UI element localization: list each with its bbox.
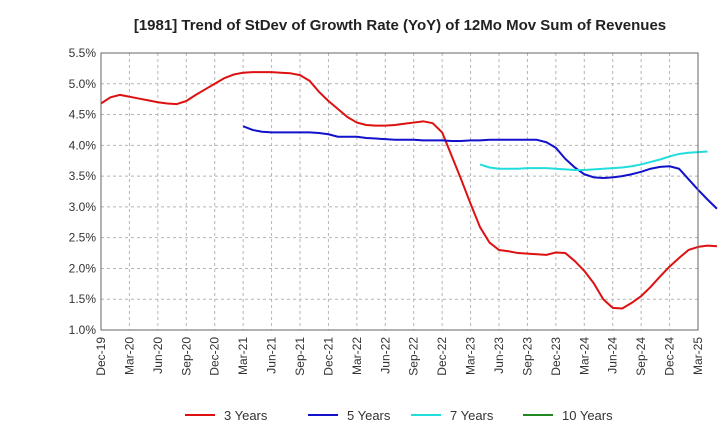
x-tick-label: Sep-23 [520,337,534,376]
grid-layer [100,52,699,331]
series-line-5-years [242,125,718,210]
x-tick-label: Sep-20 [179,337,193,376]
y-tick-label: 5.0% [69,77,97,91]
x-tick-label: Mar-21 [236,337,250,375]
legend-label: 5 Years [347,408,391,423]
x-tick-label: Dec-23 [549,337,563,376]
y-tick-label: 5.5% [69,46,97,60]
y-tick-label: 1.5% [69,292,97,306]
x-tick-label: Dec-19 [94,337,108,376]
x-tick-label: Jun-20 [151,337,165,374]
x-tick-label: Mar-20 [122,337,136,375]
x-tick-label: Jun-24 [606,337,620,374]
y-tick-label: 3.5% [69,169,97,183]
y-tick-label: 4.5% [69,108,97,122]
legend-label: 10 Years [562,408,613,423]
axis-layer: 5.5% 5.0% 4.5% 4.0% 3.5% 3.0% 2.5% 2.0% 1.5% 1.0%… [69,46,705,376]
x-tick-label: Sep-24 [634,337,648,376]
y-tick-label: 4.0% [69,138,97,152]
x-tick-label: Mar-23 [464,337,478,375]
x-tick-label: Jun-22 [378,337,392,374]
y-tick-label: 3.0% [69,200,97,214]
x-tick-label: Dec-20 [208,337,222,376]
plot-frame [100,52,699,331]
x-tick-label: Dec-24 [663,337,677,376]
legend-label: 7 Years [450,408,494,423]
x-tick-label: Sep-21 [293,337,307,376]
x-tick-label: Mar-22 [350,337,364,375]
chart-title: [1981] Trend of StDev of Growth Rate (Yo… [134,17,666,34]
x-tick-label: Dec-22 [435,337,449,376]
series-line-7-years [479,150,708,171]
x-tick-label: Jun-21 [265,337,279,374]
x-tick-label: Dec-21 [321,337,335,376]
x-tick-label: Jun-23 [492,337,506,374]
x-tick-label: Mar-25 [691,337,705,375]
x-tick-label: Mar-24 [577,337,591,375]
series-layer [100,71,718,310]
x-tick-label: Sep-22 [407,337,421,376]
series-line-3-years [100,71,718,310]
legend-label: 3 Years [224,408,268,423]
y-tick-label: 2.0% [69,261,97,275]
y-tick-label: 1.0% [69,323,97,337]
y-tick-label: 2.5% [69,231,97,245]
legend: 3 Years 5 Years 7 Years 10 Years [185,408,613,423]
